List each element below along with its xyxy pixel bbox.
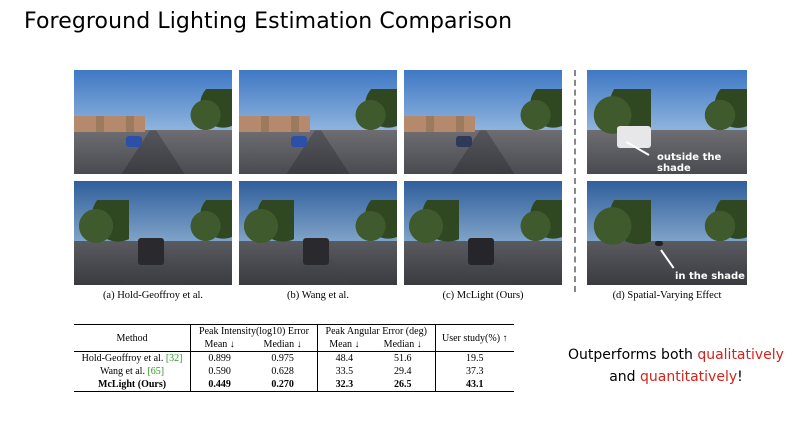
caption-d: (d) Spatial-Varying Effect xyxy=(612,290,722,301)
caption-a: (a) Hold-Geoffroy et al. xyxy=(102,290,204,301)
table-row: Wang et al. [65] 0.590 0.628 33.5 29.4 3… xyxy=(74,365,514,378)
citation-link[interactable]: [32] xyxy=(165,353,183,364)
image-c-top xyxy=(404,70,562,174)
image-c-bottom xyxy=(404,181,562,285)
slide-title: Foreground Lighting Estimation Compariso… xyxy=(24,9,513,34)
dashed-divider xyxy=(574,70,576,292)
results-table: Method Peak Intensity(log10) Error Peak … xyxy=(74,324,514,392)
image-d-top: outside the shade xyxy=(587,70,747,174)
header-pi-mean: Mean ↓ xyxy=(190,338,249,352)
header-peak-intensity: Peak Intensity(log10) Error xyxy=(190,324,318,338)
header-user-study: User study(%) ↑ xyxy=(434,324,514,352)
header-peak-angular: Peak Angular Error (deg) xyxy=(316,324,436,338)
image-d-bottom: in the shade xyxy=(587,181,747,285)
citation-link[interactable]: [65] xyxy=(147,366,165,377)
caption-b: (b) Wang et al. xyxy=(287,290,349,301)
header-method: Method xyxy=(74,324,191,352)
caption-c: (c) McLight (Ours) xyxy=(442,290,524,301)
tagline: Outperforms both qualitatively and quant… xyxy=(568,347,784,385)
image-b-top xyxy=(239,70,397,174)
image-a-top xyxy=(74,70,232,174)
table-row: Hold-Geoffroy et al. [32] 0.899 0.975 48… xyxy=(74,351,514,365)
table-row: McLight (Ours) 0.449 0.270 32.3 26.5 43.… xyxy=(74,378,514,392)
image-a-bottom xyxy=(74,181,232,285)
header-pa-median: Median ↓ xyxy=(383,339,422,350)
header-pi-median: Median ↓ xyxy=(263,339,302,350)
label-in-shade: in the shade xyxy=(675,271,745,282)
header-pa-mean: Mean ↓ xyxy=(316,338,371,352)
image-b-bottom xyxy=(239,181,397,285)
label-outside-shade: outside the shade xyxy=(657,152,722,174)
